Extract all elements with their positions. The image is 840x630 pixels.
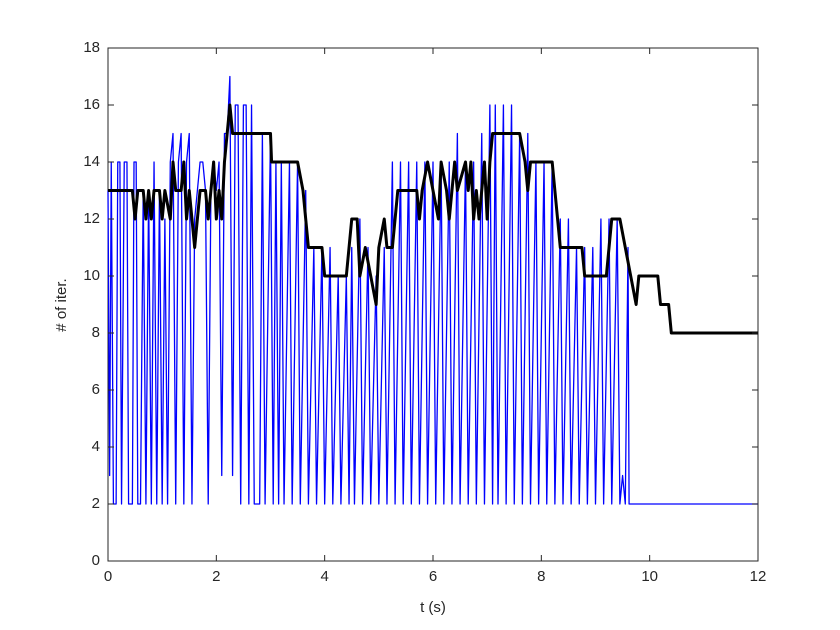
y-tick-label: 6	[92, 381, 100, 398]
y-tick-label: 14	[83, 153, 100, 170]
x-tick-label: 12	[750, 568, 767, 585]
y-tick-label: 2	[92, 495, 100, 512]
x-tick-label: 2	[212, 568, 220, 585]
x-tick-label: 6	[429, 568, 437, 585]
x-tick-label: 10	[641, 568, 658, 585]
x-tick-label: 4	[320, 568, 328, 585]
plot-area	[107, 75, 758, 505]
x-tick-label: 0	[104, 568, 112, 585]
y-tick-label: 4	[92, 438, 100, 455]
plot-frame	[107, 47, 759, 562]
y-tick-label: 10	[83, 267, 100, 284]
x-tick-label: 8	[537, 568, 545, 585]
y-axis-label: # of iter.	[53, 278, 70, 331]
y-tick-label: 0	[92, 552, 100, 569]
y-tick-label: 12	[83, 210, 100, 227]
x-axis-label: t (s)	[420, 599, 446, 616]
y-tick-label: 16	[83, 96, 100, 113]
y-tick-label: 18	[83, 39, 100, 56]
data-line	[108, 103, 758, 335]
y-tick-label: 8	[92, 324, 100, 341]
